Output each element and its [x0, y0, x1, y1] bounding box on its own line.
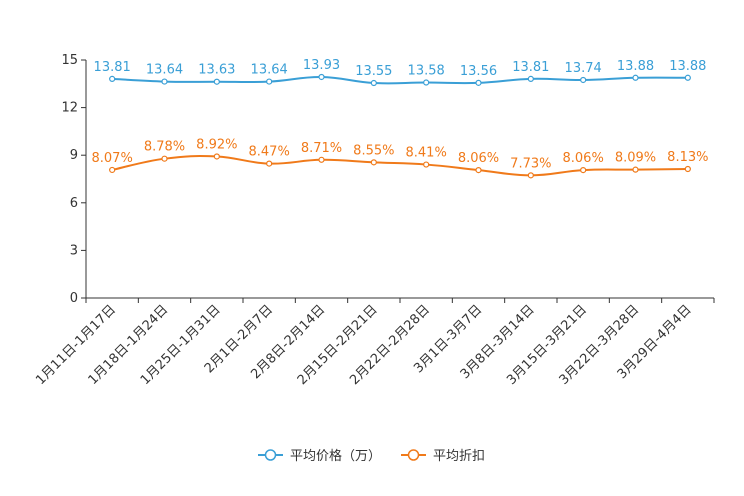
data-point[interactable] [423, 79, 430, 86]
data-label: 8.06% [563, 151, 604, 166]
data-point[interactable] [684, 165, 691, 173]
data-label: 8.55% [353, 143, 394, 158]
data-label: 8.47% [249, 145, 290, 160]
series-line [112, 75, 688, 85]
data-point[interactable] [318, 156, 325, 163]
legend-marker-icon [264, 449, 277, 461]
data-label: 8.09% [615, 151, 656, 166]
data-point[interactable] [370, 79, 377, 87]
data-point[interactable] [266, 160, 273, 167]
series-1: 13.81 13.64 13.63 13.64 13.93 13.55 13.58 13.56… [94, 58, 706, 87]
data-label: 13.88 [669, 59, 706, 74]
legend-marker-icon [407, 449, 420, 461]
data-point[interactable] [632, 166, 639, 173]
data-point[interactable] [684, 74, 691, 81]
data-point[interactable] [109, 75, 116, 82]
y-tick-label: 12 [61, 101, 78, 116]
data-label: 13.88 [617, 59, 654, 74]
data-point[interactable] [475, 167, 482, 174]
y-tick-label: 0 [70, 291, 78, 306]
chart-axes: 036912151月11日-1月17日1月18日-1月24日1月25日-1月31… [33, 53, 715, 388]
data-label: 13.55 [355, 64, 392, 79]
data-label: 13.81 [512, 60, 549, 75]
data-label: 13.74 [565, 61, 602, 76]
data-label: 13.56 [460, 64, 497, 79]
data-label: 13.93 [303, 58, 340, 73]
data-label: 8.06% [458, 151, 499, 166]
data-point[interactable] [161, 78, 168, 85]
data-point[interactable] [527, 75, 534, 82]
data-label: 8.92% [196, 137, 237, 152]
y-tick-label: 3 [70, 243, 78, 258]
data-label: 13.81 [94, 60, 131, 75]
data-label: 13.63 [198, 63, 235, 78]
data-point[interactable] [161, 155, 168, 162]
y-tick-label: 15 [61, 53, 78, 68]
data-label: 7.73% [510, 156, 551, 171]
data-point[interactable] [213, 78, 220, 85]
data-point[interactable] [213, 153, 220, 160]
data-point[interactable] [266, 78, 273, 85]
data-point[interactable] [632, 74, 639, 81]
chart-series: 13.81 13.64 13.63 13.64 13.93 13.55 13.58 13.56… [92, 58, 708, 179]
data-label: 8.13% [667, 150, 708, 165]
data-point[interactable] [423, 161, 430, 168]
legend-label: 平均价格（万） [290, 448, 381, 464]
data-label: 13.58 [408, 64, 445, 79]
series-line [111, 155, 688, 177]
data-point[interactable] [109, 166, 116, 174]
data-point[interactable] [370, 159, 377, 166]
legend-item-2[interactable]: 平均折扣 [401, 449, 485, 464]
data-point[interactable] [318, 73, 325, 81]
series-2: 8.07% 8.78% 8.92% 8.47% 8.71% 8.55% 8.41% 8.06%… [92, 137, 708, 179]
data-point[interactable] [580, 167, 587, 174]
data-point[interactable] [475, 79, 482, 86]
data-label: 13.64 [251, 63, 288, 78]
y-tick-label: 6 [70, 196, 78, 211]
y-tick-label: 9 [70, 148, 78, 163]
data-label: 8.07% [92, 151, 133, 166]
data-label: 8.78% [144, 140, 185, 155]
legend-item-1[interactable]: 平均价格（万） [258, 448, 381, 464]
data-point[interactable] [527, 172, 534, 179]
data-point[interactable] [580, 76, 587, 84]
legend-label: 平均折扣 [433, 449, 485, 464]
data-label: 13.64 [146, 63, 183, 78]
chart-legend[interactable]: 平均价格（万） 平均折扣 [258, 448, 485, 464]
data-label: 8.41% [406, 146, 447, 161]
data-label: 8.71% [301, 141, 342, 156]
